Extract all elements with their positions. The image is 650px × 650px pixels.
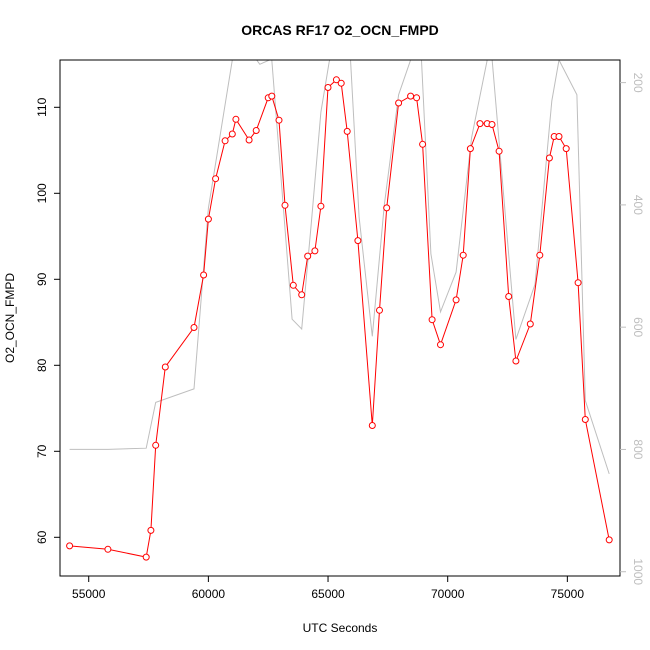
- y-tick-label: 60: [35, 530, 49, 544]
- series-0-line: [69, 79, 610, 558]
- series-0-point: [142, 553, 150, 561]
- y-axis-right: 200 400 600 800 1000: [620, 73, 645, 585]
- series-0-point: [459, 251, 467, 259]
- series-0-point: [200, 271, 208, 279]
- series-0-point: [545, 154, 553, 162]
- y-tick-label: 110: [35, 97, 49, 116]
- series-0-point: [289, 281, 297, 289]
- series-0-point: [275, 116, 283, 124]
- series-0-point: [66, 542, 74, 550]
- y-axis-label: O2_OCN_FMPD: [3, 273, 17, 363]
- series-0-point: [505, 293, 513, 300]
- series-0-point: [562, 145, 570, 153]
- series-0-point: [252, 127, 260, 134]
- chart-title: ORCAS RF17 O2_OCN_FMPD: [241, 22, 439, 38]
- series-0-point: [574, 279, 582, 287]
- series-0-point: [317, 202, 325, 210]
- series-0-point: [512, 357, 520, 365]
- x-tick-label: 75000: [551, 587, 585, 601]
- series-0-point: [495, 147, 503, 155]
- series-0-point: [555, 133, 563, 140]
- series-0-point: [212, 175, 220, 183]
- series-0-point: [298, 291, 306, 299]
- series-0-point: [104, 545, 112, 553]
- x-tick-label: 55000: [72, 587, 106, 601]
- y-tick-label: 100: [35, 183, 49, 203]
- series-0-point: [605, 536, 613, 544]
- series-0-point: [407, 92, 415, 100]
- series-0-point: [413, 94, 421, 102]
- series-0-point: [152, 441, 160, 449]
- y2-tick-label: 600: [631, 317, 645, 337]
- series-0-point: [476, 120, 484, 128]
- series-0-point: [232, 115, 240, 123]
- y-axis: 60 70 80 90 100 110: [35, 97, 60, 544]
- series-0-point: [452, 296, 460, 304]
- x-tick-label: 70000: [431, 587, 465, 601]
- series-0-point: [354, 237, 362, 245]
- series-0-point: [383, 204, 391, 212]
- plot-frame: [59, 59, 621, 577]
- series-0-point: [337, 79, 345, 87]
- y2-tick-label: 400: [631, 195, 645, 215]
- series-0-point: [304, 252, 312, 260]
- series-0-point: [437, 341, 444, 349]
- series-0-point: [190, 324, 198, 331]
- series-0-point: [536, 251, 544, 259]
- series-0-point: [332, 76, 340, 84]
- x-tick-label: 60000: [192, 587, 226, 601]
- series-0-point: [368, 422, 376, 429]
- series-0-point: [466, 145, 474, 153]
- series-0-point: [324, 84, 332, 91]
- series-0-point: [428, 316, 436, 324]
- series-0-point: [419, 140, 427, 148]
- x-tick-label: 65000: [311, 587, 345, 601]
- series-0-point: [245, 136, 253, 144]
- series-0-point: [526, 320, 534, 328]
- y2-tick-label: 200: [631, 73, 645, 93]
- series-0-point: [281, 201, 289, 209]
- series-0-point: [147, 526, 155, 534]
- series-0-point: [581, 416, 589, 423]
- series-0-point: [221, 137, 229, 145]
- series-layer: [66, 60, 613, 561]
- y2-tick-label: 1000: [631, 558, 645, 585]
- series-0-point: [376, 306, 383, 314]
- series-0-point: [343, 127, 351, 135]
- series-0-point: [488, 121, 496, 128]
- y2-tick-label: 800: [631, 439, 645, 459]
- y-tick-label: 80: [35, 358, 49, 372]
- series-0-point: [228, 130, 236, 138]
- series-0-point: [311, 247, 319, 255]
- y-tick-label: 70: [35, 444, 49, 458]
- y-tick-label: 90: [35, 272, 49, 286]
- x-axis: 55000 60000 65000 70000 75000: [72, 576, 584, 601]
- series-0-point: [268, 92, 276, 100]
- series-1-line: [69, 60, 610, 475]
- series-0-point: [161, 363, 169, 371]
- series-0-point: [395, 99, 403, 107]
- series-0-point: [204, 215, 212, 223]
- x-axis-label: UTC Seconds: [303, 621, 378, 635]
